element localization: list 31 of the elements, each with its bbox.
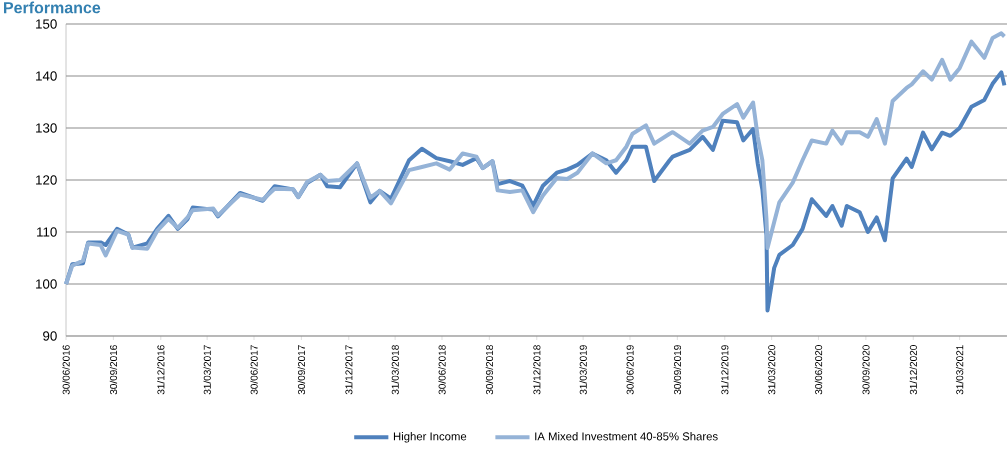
x-tick-label: 30/06/2018 xyxy=(438,345,446,395)
line-series xyxy=(64,31,1007,286)
x-tick-label: 30/06/2020 xyxy=(814,345,823,395)
x-tick-label: 30/09/2020 xyxy=(862,345,870,395)
x-tick-label: 31/03/2018 xyxy=(391,345,399,395)
y-tick-label: 120 xyxy=(36,175,57,185)
x-tick-label: 31/12/2018 xyxy=(533,345,541,395)
chart-title: Performance xyxy=(4,1,101,14)
x-tick-label: 31/03/2017 xyxy=(203,345,211,395)
x-tick-label: 31/12/2020 xyxy=(909,345,917,395)
y-tick-label: 100 xyxy=(36,279,57,289)
x-tick-label: 31/03/2020 xyxy=(767,345,776,395)
x-tick-label: 30/06/2017 xyxy=(250,345,258,395)
legend-label: Higher Income xyxy=(393,432,467,443)
x-tick-label: 30/09/2019 xyxy=(673,345,682,395)
x-tick-label: 30/09/2016 xyxy=(109,345,118,395)
x-tick-label: 30/09/2018 xyxy=(485,345,494,395)
x-tick-label: 30/09/2017 xyxy=(297,345,306,395)
y-tick-label: 110 xyxy=(37,227,57,237)
x-tick-label: 31/12/2017 xyxy=(345,345,353,395)
x-tick-label: 30/06/2016 xyxy=(62,345,70,395)
x-tick-label: 31/03/2021 xyxy=(955,345,964,395)
legend-label: IA Mixed Investment 40-85% Shares xyxy=(535,432,718,441)
y-tick-label: 140 xyxy=(36,71,57,81)
y-tick-label: 130 xyxy=(36,123,57,133)
x-tick-label: 30/06/2019 xyxy=(626,345,634,395)
x-tick-label: 31/12/2016 xyxy=(157,345,165,395)
y-tick-label: 90 xyxy=(43,331,57,341)
y-tick-label: 150 xyxy=(36,19,57,29)
x-tick-label: 31/12/2019 xyxy=(721,345,729,395)
x-tick-label: 31/03/2019 xyxy=(579,345,587,395)
